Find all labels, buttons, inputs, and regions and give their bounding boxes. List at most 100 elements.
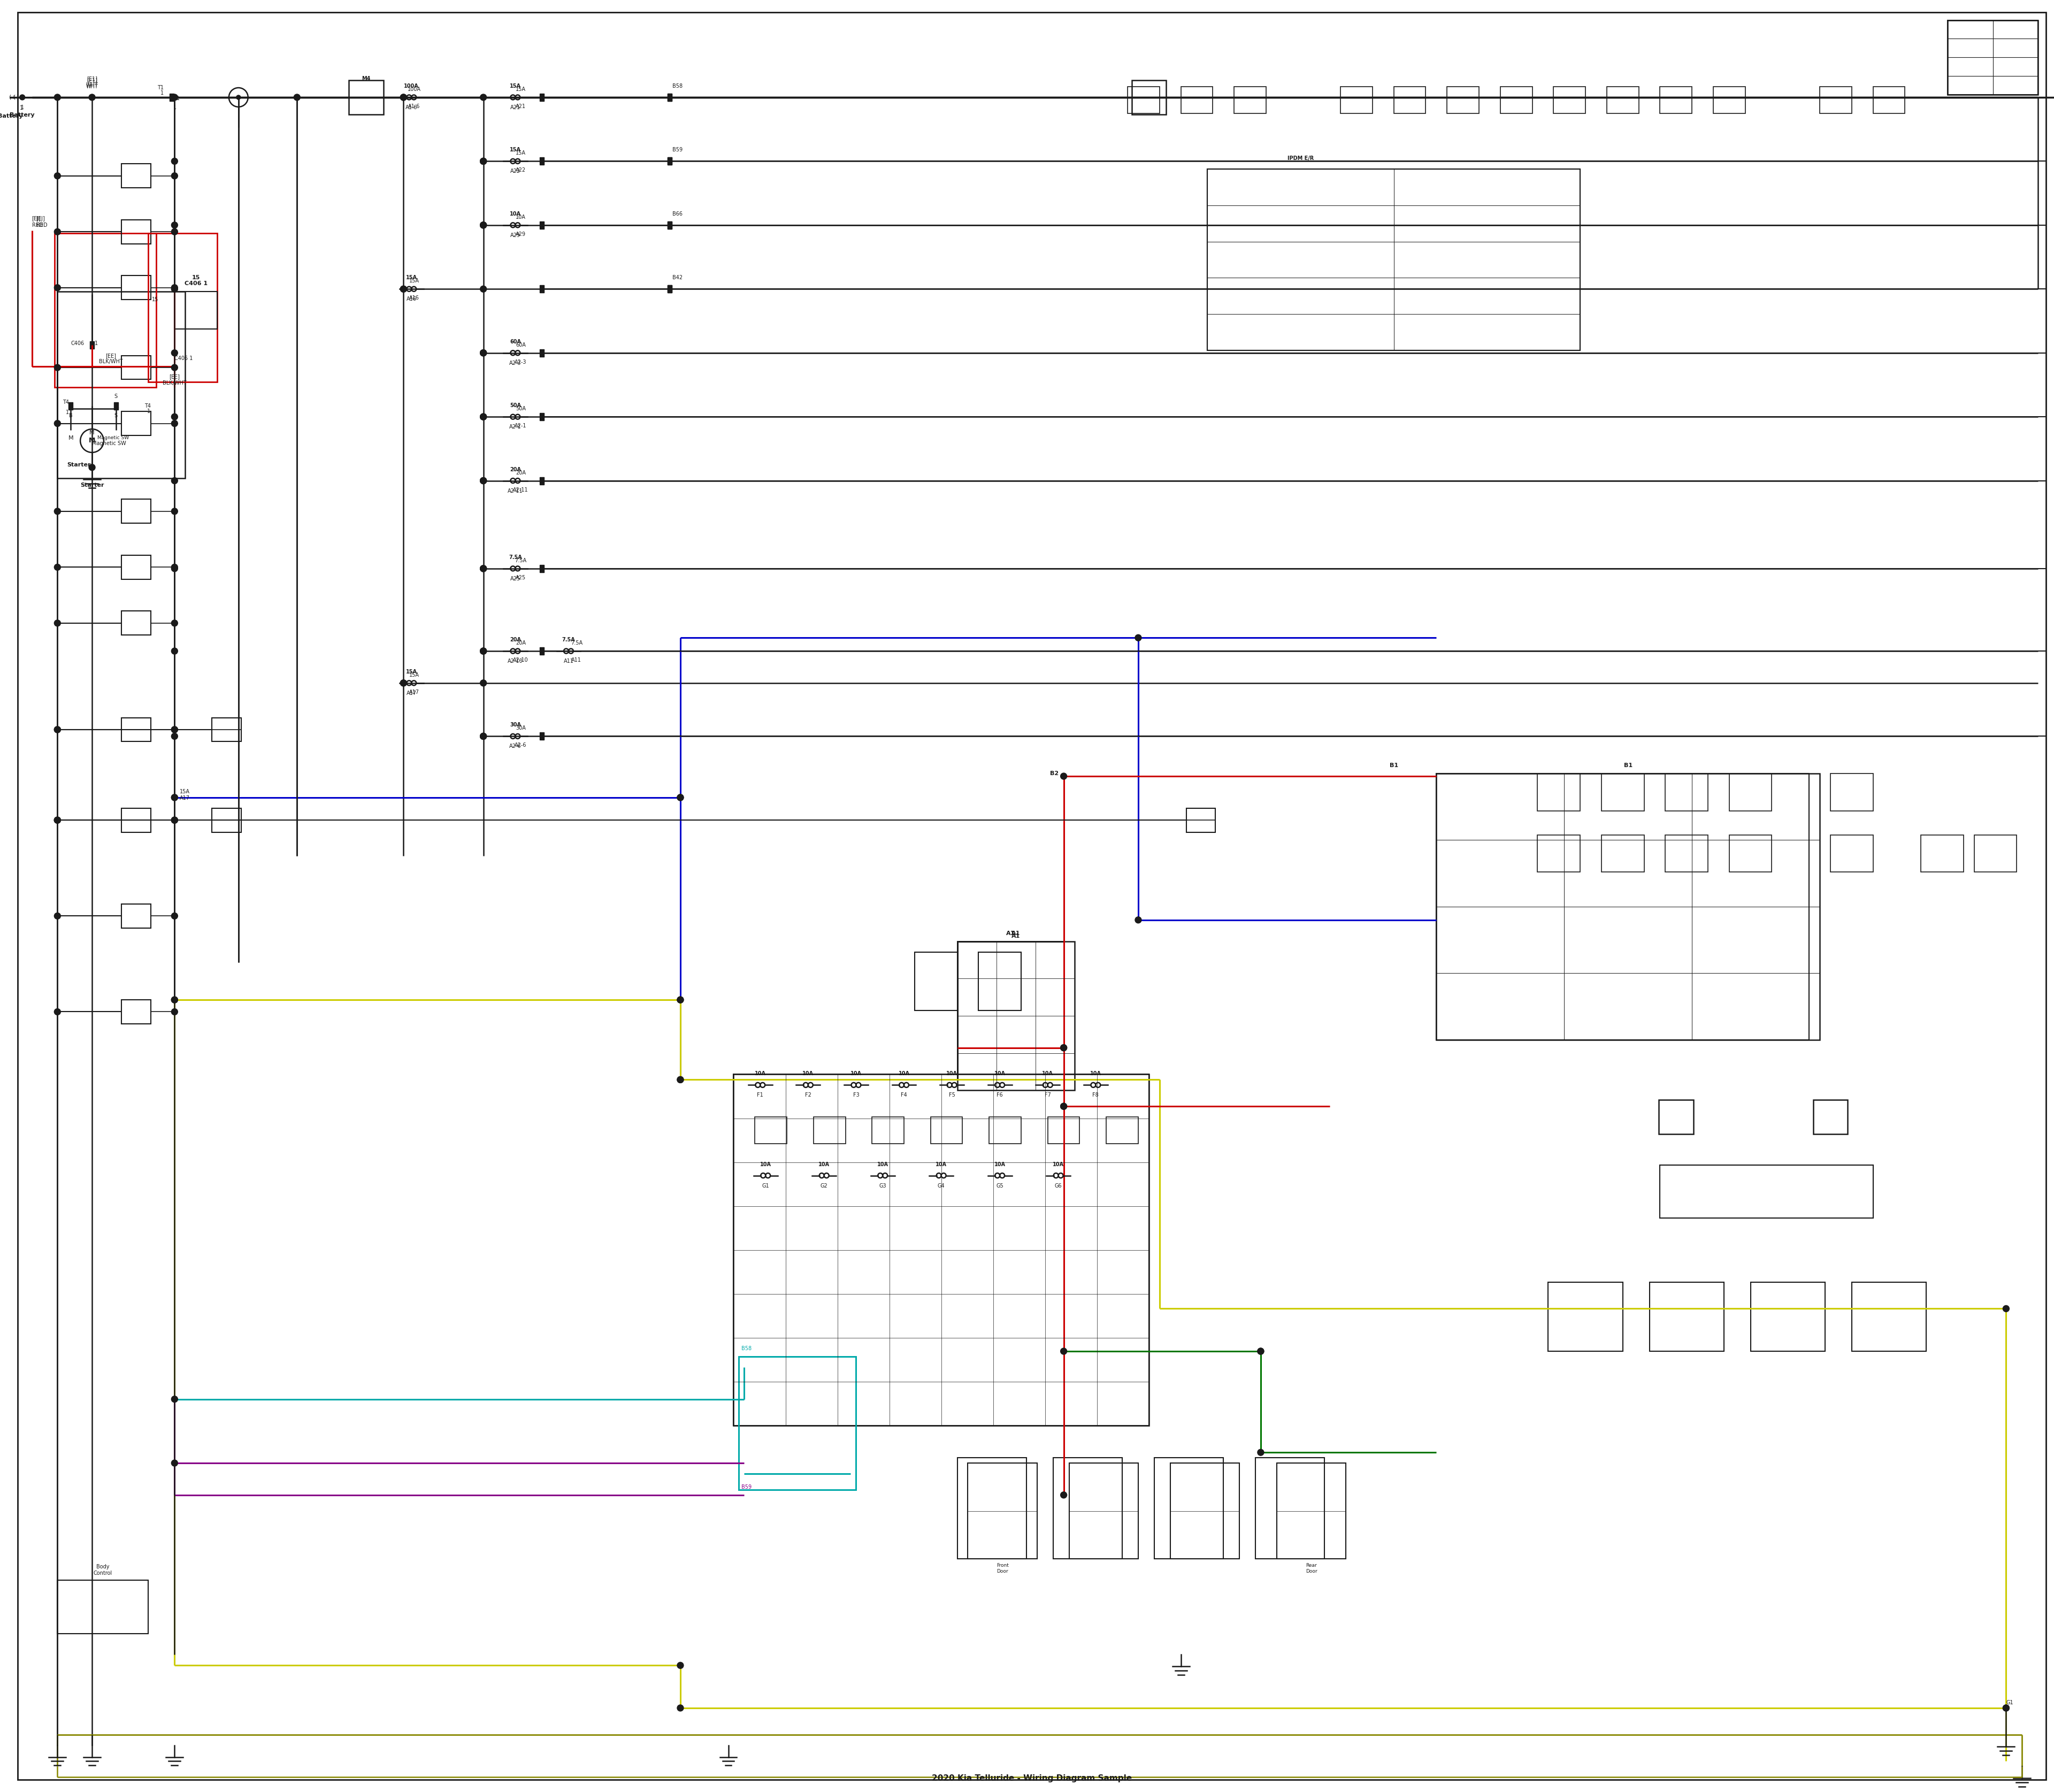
Text: 30A: 30A (509, 722, 522, 728)
Circle shape (170, 158, 179, 165)
Text: 10A: 10A (1054, 1161, 1064, 1167)
Bar (1974, 835, 2017, 873)
Circle shape (170, 794, 179, 801)
Text: Magnetic SW: Magnetic SW (92, 441, 125, 446)
Bar (668, 285, 672, 292)
Text: 50A: 50A (509, 403, 522, 409)
Bar (756, 1116, 787, 1143)
Bar (668, 93, 672, 100)
Text: B2: B2 (1050, 771, 1058, 776)
Text: 20A: 20A (516, 640, 526, 645)
Text: A25: A25 (516, 575, 526, 581)
Circle shape (481, 477, 487, 484)
Bar (1341, 86, 1372, 113)
Text: Battery: Battery (10, 113, 35, 118)
Circle shape (481, 564, 487, 572)
Text: 1: 1 (115, 403, 119, 409)
Circle shape (170, 564, 179, 570)
Bar (1666, 835, 1709, 873)
Bar (930, 1116, 963, 1143)
Bar (58, 1581, 148, 1634)
Bar (1666, 774, 1709, 810)
Bar (957, 1457, 1027, 1559)
Text: B58: B58 (672, 84, 682, 90)
Text: 1: 1 (160, 90, 164, 95)
Bar (668, 285, 672, 292)
Text: [EE]
BLK/WHT: [EE] BLK/WHT (99, 353, 123, 364)
Bar (668, 93, 672, 100)
Text: Starter: Starter (68, 462, 90, 468)
Text: A25: A25 (509, 575, 520, 581)
Text: M: M (90, 430, 94, 435)
Circle shape (88, 464, 94, 471)
Text: A11: A11 (571, 658, 581, 663)
Circle shape (170, 172, 179, 179)
Bar (1068, 1462, 1138, 1559)
Text: [EJ]
RED: [EJ] RED (37, 217, 47, 228)
Text: T4: T4 (64, 400, 70, 405)
Circle shape (481, 158, 487, 165)
Text: F6: F6 (996, 1093, 1002, 1098)
Text: G3: G3 (879, 1183, 887, 1188)
Bar (540, 477, 544, 484)
Circle shape (481, 733, 487, 740)
Text: A2-6: A2-6 (509, 744, 522, 749)
Bar (1185, 808, 1216, 831)
Text: B66: B66 (672, 211, 682, 217)
Circle shape (481, 477, 487, 484)
Circle shape (481, 679, 487, 686)
Circle shape (1060, 1045, 1066, 1050)
Text: A1-6: A1-6 (409, 104, 421, 109)
Bar (1048, 1116, 1080, 1143)
Circle shape (2003, 1305, 2009, 1312)
Circle shape (678, 996, 684, 1004)
Circle shape (53, 509, 62, 514)
Text: 15: 15 (152, 297, 158, 303)
Circle shape (678, 1077, 684, 1082)
Bar (148, 233, 218, 382)
Bar (212, 808, 240, 831)
Circle shape (1257, 1450, 1263, 1455)
Bar (978, 952, 1021, 1011)
Circle shape (53, 285, 62, 290)
Circle shape (678, 1704, 684, 1711)
Text: 15
C406 1: 15 C406 1 (185, 274, 207, 287)
Circle shape (678, 1077, 684, 1082)
Text: A2-3: A2-3 (516, 358, 526, 364)
Circle shape (2003, 1704, 2009, 1711)
Circle shape (170, 726, 179, 733)
Bar (121, 412, 150, 435)
Circle shape (170, 794, 179, 801)
Bar (668, 222, 672, 229)
Bar (121, 163, 150, 188)
Circle shape (53, 1009, 62, 1014)
Text: A11: A11 (563, 658, 573, 663)
Circle shape (53, 912, 62, 919)
Circle shape (481, 222, 487, 228)
Text: A21: A21 (509, 104, 520, 109)
Circle shape (53, 817, 62, 823)
Text: 1: 1 (173, 104, 177, 109)
Circle shape (481, 349, 487, 357)
Text: Magnetic SW: Magnetic SW (97, 435, 129, 441)
Text: (+): (+) (8, 95, 18, 100)
Circle shape (170, 620, 179, 627)
Text: Body
Control: Body Control (92, 1564, 113, 1575)
Circle shape (2003, 1704, 2009, 1711)
Bar (121, 500, 150, 523)
Circle shape (401, 285, 407, 292)
Circle shape (170, 229, 179, 235)
Circle shape (170, 996, 179, 1004)
Text: 7.5A: 7.5A (571, 640, 583, 645)
Bar (58, 292, 185, 478)
Circle shape (170, 222, 179, 228)
Circle shape (481, 733, 487, 740)
Bar (1947, 20, 2038, 95)
Text: F3: F3 (852, 1093, 859, 1098)
Circle shape (401, 679, 407, 686)
Text: 1: 1 (21, 106, 23, 111)
Text: 15A: 15A (509, 84, 522, 90)
Circle shape (401, 95, 407, 100)
Bar (1602, 774, 1643, 810)
Bar (540, 93, 544, 100)
